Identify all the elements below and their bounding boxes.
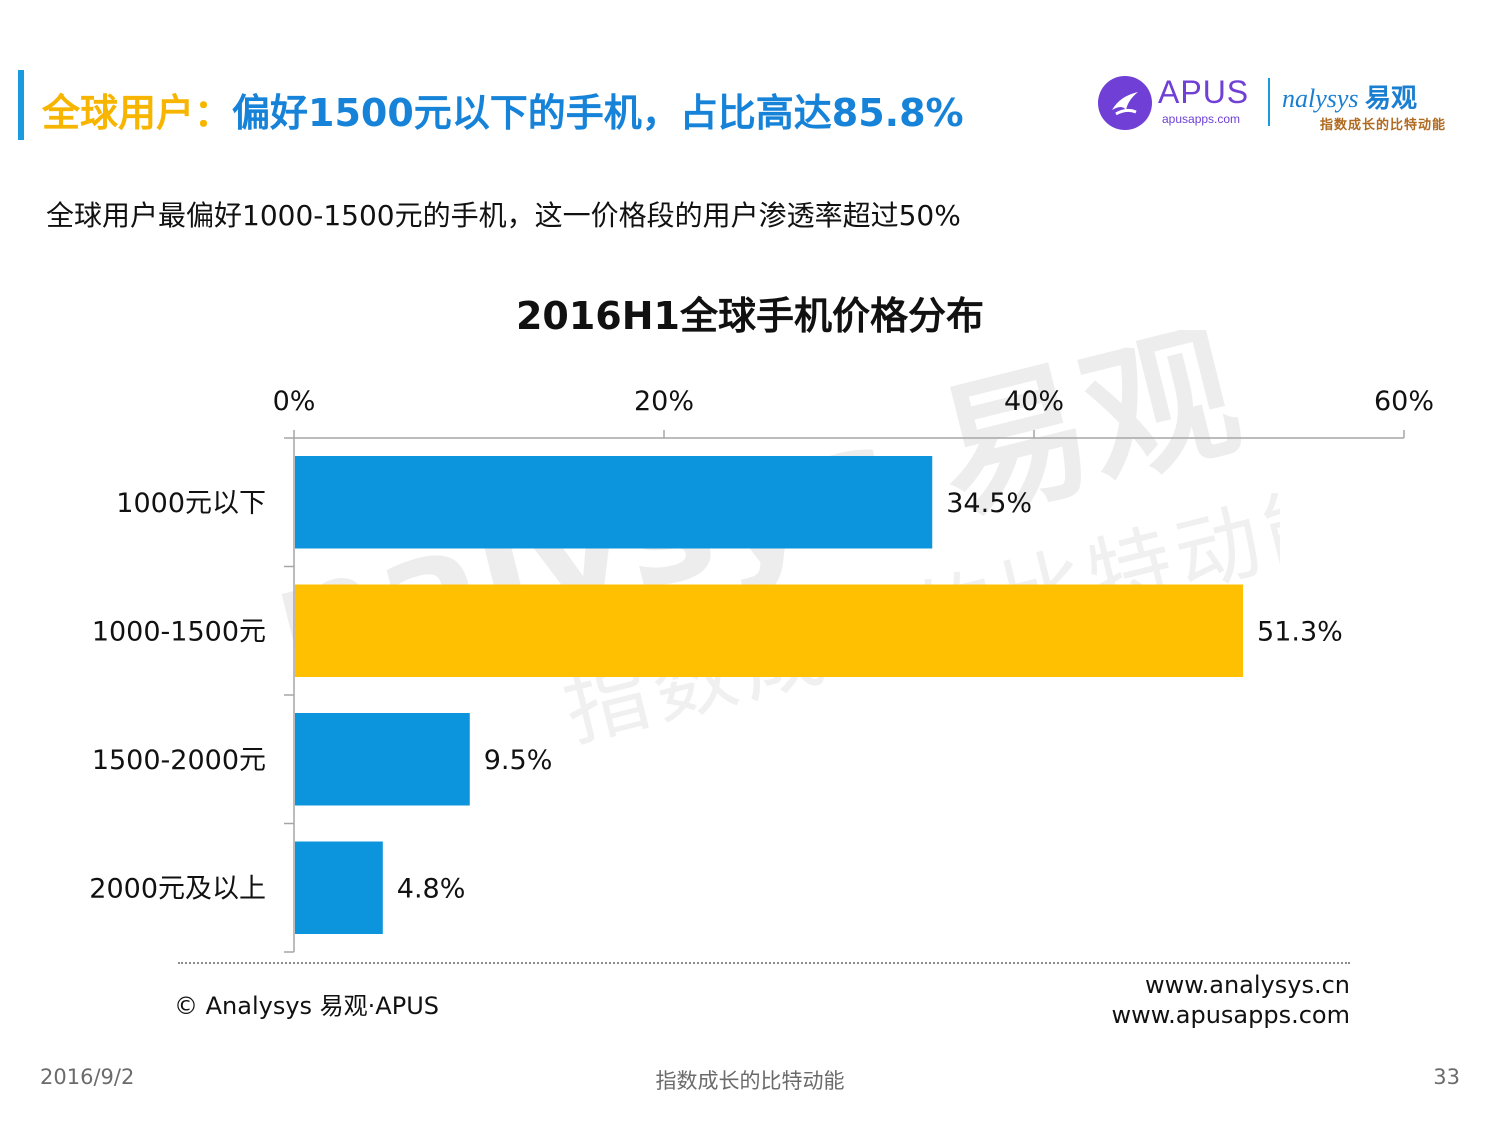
footer-slogan: 指数成长的比特动能 (655, 1069, 845, 1093)
category-label: 1000元以下 (116, 488, 266, 519)
page-title-main: 偏好1500元以下的手机，占比高达85.8% (232, 91, 964, 135)
x-tick-label: 40% (1004, 386, 1064, 417)
analysys-logo-cn: 易观 (1365, 84, 1418, 114)
url-analysys[interactable]: www.analysys.cn (1144, 971, 1350, 999)
data-label: 4.8% (397, 873, 466, 904)
y-axis: 1000元以下 1000-1500元 1500-2000元 2000元及以上 (89, 437, 295, 953)
footer-date: 2016/9/2 (40, 1065, 135, 1089)
bar (295, 841, 383, 934)
page-title-highlight: 全球用户： (42, 91, 233, 135)
category-label: 2000元及以上 (89, 873, 266, 904)
analysys-logo-latin: nalysys (1282, 84, 1359, 113)
page-number: 33 (1433, 1065, 1460, 1089)
brand-logos: APUS apusapps.com nalysys 易观 指数成长的比特动能 (1098, 74, 1478, 134)
page-title: 全球用户：偏好1500元以下的手机，占比高达85.8% (42, 82, 964, 137)
analysys-logo-slogan: 指数成长的比特动能 (1320, 118, 1447, 133)
source-divider (178, 962, 1350, 964)
x-tick-label: 60% (1374, 386, 1434, 417)
category-label: 1500-2000元 (92, 745, 266, 776)
title-accent-bar (18, 70, 24, 140)
logo-divider (1268, 78, 1270, 126)
data-label: 34.5% (946, 488, 1032, 519)
source-note: © Analysys 易观·APUS (174, 992, 439, 1020)
apus-logo-icon (1098, 76, 1152, 130)
x-tick-label: 20% (634, 386, 694, 417)
apus-logo-url: apusapps.com (1162, 112, 1241, 126)
source-urls: www.analysys.cn www.apusapps.com (1111, 970, 1350, 1030)
bar (295, 584, 1244, 677)
bar (295, 713, 470, 806)
x-axis: 0% 20% 40% 60% (273, 386, 1434, 439)
page-subtitle: 全球用户最偏好1000-1500元的手机，这一价格段的用户渗透率超过50% (46, 199, 961, 232)
apus-logo-text: APUS (1158, 74, 1250, 110)
data-label: 9.5% (484, 745, 553, 776)
analysys-logo-text: nalysys 易观 (1282, 78, 1417, 115)
url-apus[interactable]: www.apusapps.com (1111, 1001, 1350, 1029)
x-tick-label: 0% (273, 386, 316, 417)
chart-title: 2016H1全球手机价格分布 (515, 294, 984, 338)
bar (295, 456, 933, 549)
category-label: 1000-1500元 (92, 616, 266, 647)
data-label: 51.3% (1257, 616, 1343, 647)
bars: 34.5% 51.3% 9.5% 4.8% (295, 456, 1343, 934)
